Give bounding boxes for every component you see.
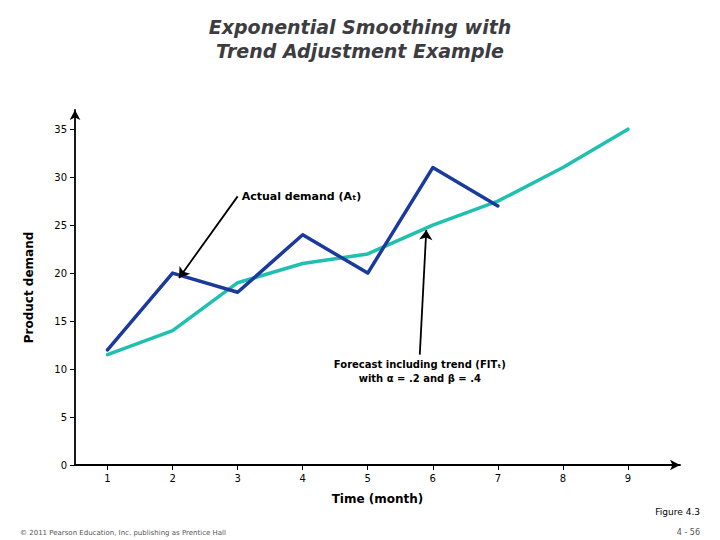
svg-text:with α = .2 and β = .4: with α = .2 and β = .4	[359, 373, 481, 384]
svg-text:Exponential Smoothing with: Exponential Smoothing with	[209, 16, 512, 38]
svg-text:Product demand: Product demand	[22, 232, 36, 344]
svg-text:Trend Adjustment Example: Trend Adjustment Example	[216, 40, 504, 62]
svg-text:35: 35	[54, 124, 67, 135]
svg-text:3: 3	[234, 473, 240, 484]
svg-text:4 - 56: 4 - 56	[677, 528, 700, 537]
svg-text:25: 25	[54, 220, 67, 231]
svg-text:4: 4	[300, 473, 306, 484]
svg-text:Figure 4.3: Figure 4.3	[655, 507, 700, 517]
svg-text:7: 7	[495, 473, 501, 484]
svg-text:1: 1	[104, 473, 110, 484]
svg-text:Actual demand (Aₜ): Actual demand (Aₜ)	[242, 190, 362, 203]
svg-text:8: 8	[560, 473, 566, 484]
svg-text:20: 20	[54, 268, 67, 279]
svg-text:5: 5	[61, 412, 67, 423]
svg-text:5: 5	[365, 473, 371, 484]
svg-text:9: 9	[625, 473, 631, 484]
svg-text:© 2011 Pearson Education, Inc.: © 2011 Pearson Education, Inc. publishin…	[20, 529, 226, 537]
svg-text:15: 15	[54, 316, 67, 327]
svg-text:Time (month): Time (month)	[332, 492, 424, 506]
svg-text:10: 10	[54, 364, 67, 375]
svg-text:Forecast including trend (FITₜ: Forecast including trend (FITₜ)	[334, 359, 506, 370]
svg-text:2: 2	[169, 473, 175, 484]
svg-text:30: 30	[54, 172, 67, 183]
svg-text:6: 6	[430, 473, 436, 484]
svg-text:0: 0	[61, 460, 67, 471]
